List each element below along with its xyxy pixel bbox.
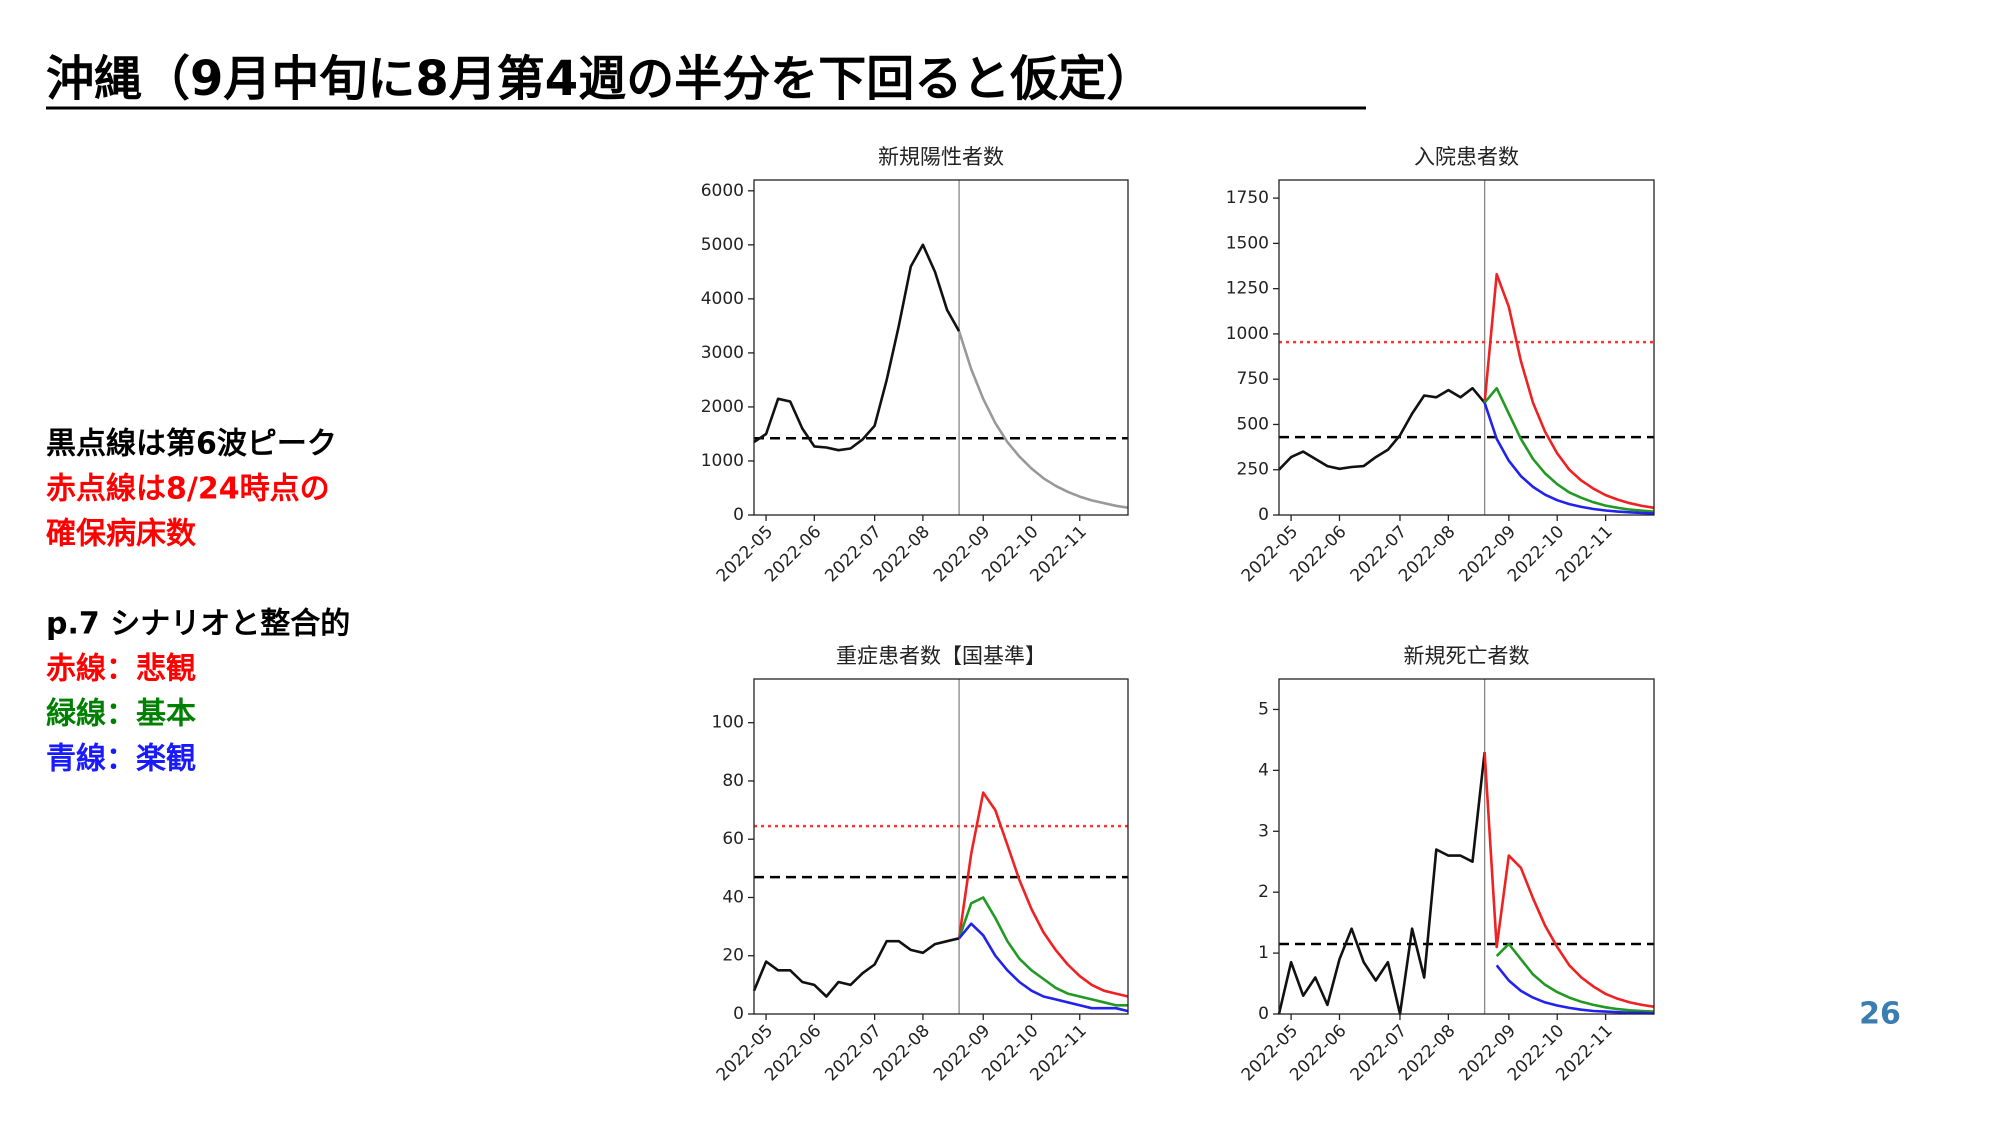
y-tick-label: 0	[733, 505, 744, 525]
series-line	[1483, 386, 1655, 513]
note: 緑線：基本	[46, 697, 196, 732]
series-line	[1483, 402, 1655, 515]
plot-frame	[753, 678, 1129, 1015]
y-tick-label: 6000	[701, 181, 744, 201]
y-tick-label: 5000	[701, 235, 744, 255]
y-tick-label: 40	[722, 887, 744, 907]
series-line	[958, 922, 1129, 1013]
y-tick-label: 100	[712, 713, 744, 733]
y-tick-label: 5	[1258, 699, 1269, 719]
plot-frame	[1278, 179, 1655, 516]
note: 赤点線は8/24時点の	[46, 472, 330, 507]
y-tick-label: 4	[1258, 760, 1269, 780]
note: 黒点線は第6波ピーク	[46, 427, 337, 462]
series-line	[1483, 272, 1655, 510]
y-tick-label: 0	[1258, 505, 1269, 525]
series-line	[1278, 386, 1486, 471]
series-line	[1495, 964, 1655, 1015]
y-tick-label: 0	[733, 1004, 744, 1024]
y-tick-label: 1000	[1226, 324, 1269, 344]
chart-title: 新規死亡者数	[1404, 644, 1530, 668]
series-line	[957, 791, 1129, 998]
series-line	[957, 330, 1129, 509]
note: 確保病床数	[46, 517, 197, 552]
y-tick-label: 4000	[701, 289, 744, 309]
y-tick-label: 80	[722, 771, 744, 791]
y-tick-label: 60	[722, 829, 744, 849]
y-tick-label: 1750	[1226, 188, 1269, 208]
plot-frame	[753, 179, 1129, 516]
y-tick-label: 500	[1237, 414, 1269, 434]
y-tick-label: 1	[1258, 943, 1269, 963]
series-line	[1495, 942, 1655, 1013]
slide-title: 沖縄（9月中旬に8月第4週の半分を下回ると仮定）	[46, 51, 1154, 107]
note: p.7 シナリオと整合的	[46, 607, 350, 642]
chart-title: 入院患者数	[1414, 145, 1519, 169]
y-tick-label: 20	[722, 946, 744, 966]
series-line	[1483, 752, 1655, 1008]
y-tick-label: 2	[1258, 882, 1269, 902]
y-tick-label: 2000	[701, 397, 744, 417]
chart-title: 重症患者数【国基準】	[836, 644, 1046, 668]
y-tick-label: 1000	[701, 451, 744, 471]
page-number: 26	[1859, 997, 1901, 1032]
series-line	[957, 896, 1128, 1007]
series-line	[1277, 751, 1486, 1016]
y-tick-label: 750	[1237, 369, 1269, 389]
plot-frame	[1278, 678, 1655, 1015]
y-tick-label: 3	[1258, 821, 1269, 841]
series-line	[753, 243, 961, 452]
y-tick-label: 1500	[1226, 233, 1269, 253]
series-line	[752, 937, 960, 998]
y-tick-label: 0	[1258, 1004, 1269, 1024]
y-tick-label: 3000	[701, 343, 744, 363]
note: 赤線：悲観	[46, 652, 196, 687]
y-tick-label: 250	[1237, 460, 1269, 480]
chart-title: 新規陽性者数	[878, 145, 1004, 169]
note: 青線：楽観	[46, 742, 196, 777]
y-tick-label: 1250	[1226, 279, 1269, 299]
